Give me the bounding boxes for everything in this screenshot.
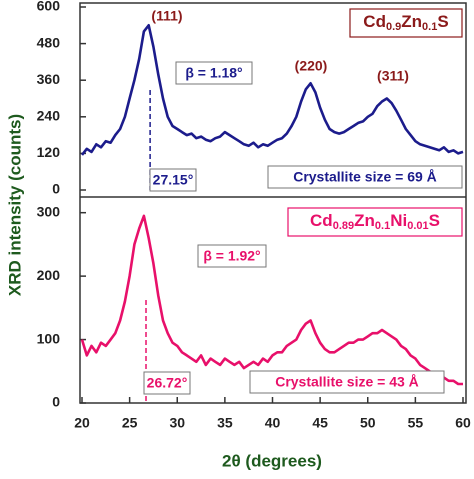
y-tick-label: 360 [37,71,61,87]
x-tick-label: 20 [74,415,90,431]
x-tick-label: 35 [217,415,233,431]
y-tick-label: 200 [37,267,61,283]
formula-subscript: 0.01 [407,220,428,232]
formula-element: Zn [401,12,422,31]
beta-label-box [197,244,267,268]
formula-subscript: 0.89 [333,220,354,232]
y-axis-label: XRD intensity (counts) [5,114,24,296]
formula-element: Cd [363,12,386,31]
x-tick-label: 40 [265,415,281,431]
peak-label: (311) [377,68,409,84]
peak-position: 27.15° [153,172,194,188]
y-tick-label: 300 [37,203,61,219]
formula-element: Cd [310,211,333,230]
y-tick-label: 100 [37,330,61,346]
peak-position-box [143,371,191,395]
peak-label: (111) [151,8,182,24]
formula-element: Ni [390,211,407,230]
x-tick-label: 50 [360,415,376,431]
formula-subscript: 0.1 [422,21,437,33]
beta-label: β = 1.18° [185,65,242,81]
formula: Cd0.89Zn0.1Ni0.01S [310,211,440,231]
y-tick-label: 0 [52,181,60,197]
formula-element: Zn [354,211,375,230]
y-tick-label: 240 [37,108,61,124]
x-tick-label: 45 [312,415,328,431]
y-tick-label: 480 [37,34,61,50]
x-tick-label: 60 [455,415,471,431]
xrd-line [80,24,464,156]
crystallite-size: Crystallite size = 43 Å [275,374,419,390]
y-tick-label: 120 [37,144,61,160]
formula-subscript: 0.1 [375,220,390,232]
xrd-line [80,214,463,386]
x-tick-label: 55 [408,415,424,431]
y-tick-label: 0 [52,394,60,410]
x-tick-label: 25 [122,415,138,431]
crystallite-size-box [267,165,463,189]
formula: Cd0.9Zn0.1S [363,12,448,32]
formula-element: S [437,12,448,31]
formula-box [287,207,463,237]
peak-label: (220) [295,58,328,74]
peak-position-box [149,168,197,192]
x-tick-label: 30 [169,415,185,431]
beta-label-box [175,61,253,85]
formula-element: S [429,211,440,230]
crystallite-size: Crystallite size = 69 Å [293,169,437,185]
formula-subscript: 0.9 [386,21,401,33]
crystallite-size-box [249,370,445,394]
x-axis-label: 2θ (degrees) [222,451,322,470]
formula-box [349,8,463,38]
y-tick-label: 600 [37,0,61,14]
peak-position: 26.72° [147,375,188,391]
beta-label: β = 1.92° [203,248,260,264]
